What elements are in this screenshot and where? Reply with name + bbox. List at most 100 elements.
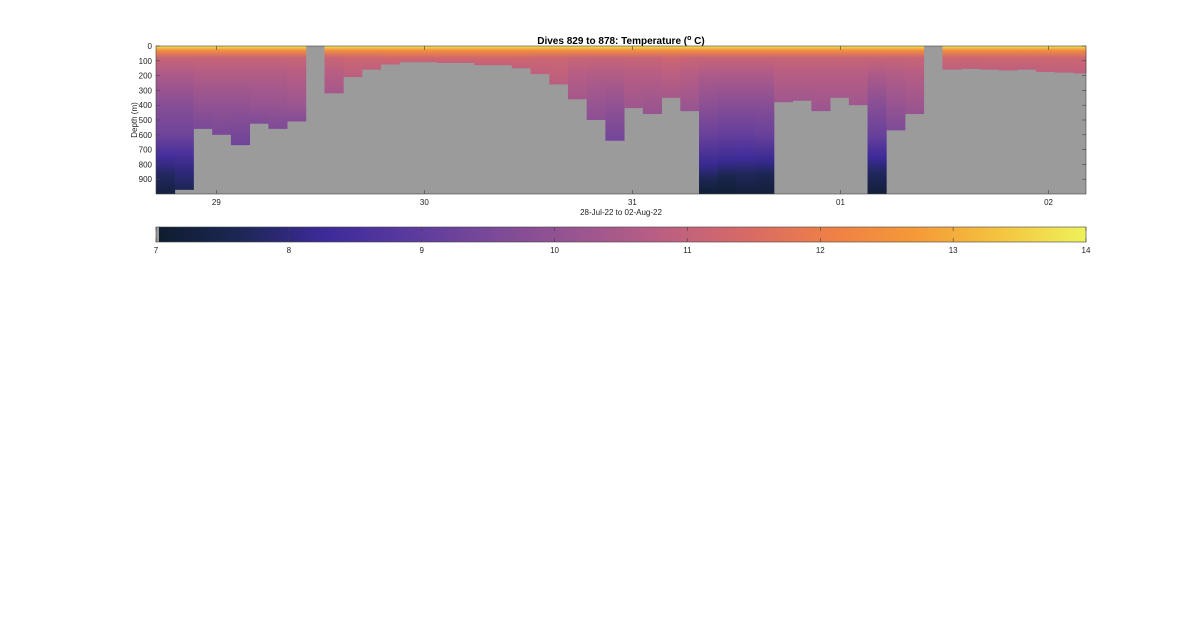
dive-column-cell [511, 46, 531, 69]
dive-column [380, 46, 400, 65]
dive-column-cell [268, 46, 288, 129]
dive-column [249, 46, 269, 124]
y-axis-ticks: 0 100 200 300 400 500 600 700 800 900 [139, 42, 1086, 184]
dive-column [605, 46, 625, 141]
dive-column-cell [717, 46, 737, 194]
dive-column-cell [755, 46, 775, 194]
dive-column-cell [661, 46, 681, 98]
dive-column [586, 46, 606, 120]
x-tick-label: 29 [212, 198, 221, 207]
dive-column-cell [624, 46, 644, 109]
colorbar-tick-label: 8 [287, 246, 292, 255]
dive-column-cell [961, 46, 981, 69]
dive-column [511, 46, 531, 69]
dive-column-cell [942, 46, 962, 70]
dive-column-cell [773, 46, 794, 103]
dive-column [998, 46, 1018, 71]
dive-column [174, 46, 194, 190]
colorbar-frame [155, 226, 1087, 243]
y-tick-label: 500 [139, 116, 153, 125]
dive-column [1036, 46, 1056, 72]
colorbar-tick-label: 12 [816, 246, 825, 255]
heatmap-plot-area: 0 100 200 300 400 500 600 700 800 900 29 30 31 01 02 [139, 42, 1087, 207]
dive-column-cell [230, 46, 251, 146]
colorbar: 7 8 9 10 11 12 13 14 [154, 226, 1091, 255]
dive-column [661, 46, 681, 98]
dive-column-cell [249, 46, 269, 124]
colorbar-tick-label: 7 [154, 246, 159, 255]
dive-column [699, 46, 719, 194]
x-tick-label: 31 [628, 198, 637, 207]
dive-column [867, 46, 887, 194]
dive-column-cell [212, 46, 232, 135]
y-tick-label: 0 [148, 42, 153, 51]
dive-column [1017, 46, 1037, 70]
dive-column-cell [436, 46, 475, 64]
dive-column-cell [361, 46, 382, 70]
dive-column-cell [156, 46, 176, 194]
dive-column [624, 46, 644, 109]
dive-column [811, 46, 831, 112]
y-tick-label: 400 [139, 101, 153, 110]
dive-column [848, 46, 868, 106]
dive-column-cell [1017, 46, 1037, 70]
dive-column [830, 46, 850, 98]
dive-column [530, 46, 550, 75]
colorbar-tick-label: 9 [419, 246, 424, 255]
y-tick-label: 800 [139, 160, 153, 169]
dive-column [642, 46, 662, 115]
dive-column-cell [530, 46, 550, 75]
dive-column-cell [699, 46, 719, 194]
dive-column-cell [642, 46, 662, 115]
colorbar-tick-label: 10 [550, 246, 559, 255]
dive-column-cell [399, 46, 438, 63]
x-tick-label: 01 [836, 198, 845, 207]
dive-column [436, 46, 475, 64]
dive-column [961, 46, 981, 69]
dive-column-cell [324, 46, 344, 94]
dive-column-cell [174, 46, 194, 190]
dive-column [792, 46, 812, 101]
dive-column-cell [586, 46, 606, 120]
dive-column [156, 46, 176, 194]
colorbar-tick-label: 13 [949, 246, 958, 255]
colorbar-tick-label: 14 [1082, 246, 1091, 255]
dive-column [717, 46, 737, 194]
dive-column [343, 46, 363, 78]
dive-column [755, 46, 775, 194]
dive-column [942, 46, 962, 70]
dive-column [680, 46, 700, 112]
dive-column [979, 46, 1000, 70]
dive-column-cell [1073, 46, 1087, 74]
dive-column-cell [287, 46, 307, 122]
dive-column [549, 46, 569, 85]
dive-column [736, 46, 756, 194]
x-tick-label: 02 [1044, 198, 1053, 207]
dive-column-cell [567, 46, 588, 100]
dive-column-cell [380, 46, 400, 65]
y-tick-label: 700 [139, 146, 153, 155]
dive-column [904, 46, 925, 115]
dive-column-cell [1036, 46, 1056, 72]
colorbar-ticks: 7 8 9 10 11 12 13 14 [154, 227, 1091, 255]
dive-column-cell [830, 46, 850, 98]
y-tick-label: 100 [139, 57, 153, 66]
dive-column-cell [811, 46, 831, 112]
dive-column [1073, 46, 1087, 74]
y-axis-label: Depth (m) [130, 102, 139, 138]
dive-column-cell [680, 46, 700, 112]
dive-column-cell [736, 46, 756, 194]
dive-column [361, 46, 382, 70]
dive-column-cell [848, 46, 868, 106]
colorbar-gradient [156, 227, 1086, 242]
colorbar-nodata-swatch [156, 227, 159, 242]
dive-column-cell [886, 46, 906, 131]
dive-column-cell [998, 46, 1018, 71]
dive-column-cell [867, 46, 887, 194]
y-tick-label: 900 [139, 175, 153, 184]
dive-column [324, 46, 344, 94]
dive-profile-columns [156, 46, 1087, 194]
dive-column-cell [792, 46, 812, 101]
dive-column-cell [549, 46, 569, 85]
dive-column [1054, 46, 1074, 73]
